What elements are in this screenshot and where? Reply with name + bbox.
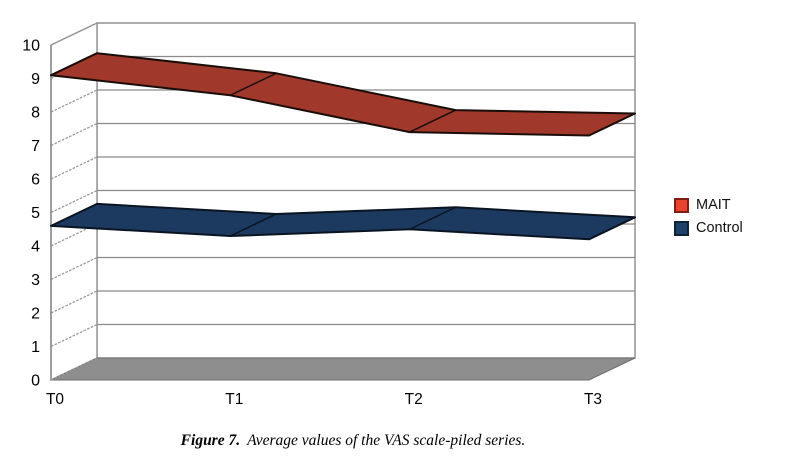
- chart-floor: [50, 357, 636, 381]
- y-tick-label: 10: [22, 38, 40, 55]
- mait-ribbon-joint: [409, 109, 456, 133]
- x-category-label: T0: [46, 391, 64, 408]
- mait-ribbon-joint: [230, 72, 277, 96]
- control-ribbon-joint: [230, 213, 277, 237]
- y-tick-label: 3: [31, 272, 40, 289]
- mait-series-swatch-icon: [674, 198, 689, 213]
- y-tick-label: 0: [31, 373, 40, 390]
- legend-label-control: Control: [696, 220, 743, 237]
- tick-hatch: [50, 122, 98, 147]
- figure-caption-label: Figure 7.: [180, 432, 241, 449]
- tick-hatch: [50, 89, 98, 113]
- x-category-label: T3: [584, 391, 602, 408]
- legend: MAIT Control: [674, 194, 743, 240]
- y-tick-label: 6: [31, 172, 40, 189]
- y-tick-label: 1: [31, 339, 40, 356]
- y-tick-label: 2: [31, 306, 40, 323]
- legend-item-mait: MAIT: [674, 194, 743, 217]
- control-series-swatch-icon: [674, 221, 689, 236]
- legend-label-mait: MAIT: [696, 197, 731, 214]
- figure-caption-text: Average values of the VAS scale-piled se…: [247, 432, 526, 449]
- x-category-label: T1: [225, 391, 243, 408]
- chart-canvas: 0 1 2 3 4 5 6 7 8 9 10 T0 T1 T2 T3: [22, 21, 636, 408]
- tick-hatch: [50, 156, 98, 180]
- control-ribbon: [50, 202, 636, 241]
- figure-caption: Figure 7. Average values of the VAS scale…: [0, 432, 706, 450]
- tick-hatch: [50, 256, 98, 281]
- y-tick-label: 8: [31, 105, 40, 122]
- control-ribbon-joint: [409, 206, 456, 230]
- y-tick-label: 4: [31, 239, 40, 256]
- y-tick-label: 5: [31, 205, 40, 222]
- mait-ribbon: [50, 52, 636, 137]
- y-tick-label: 9: [31, 71, 40, 88]
- y-tick-label: 7: [31, 138, 40, 155]
- tick-hatch: [50, 22, 98, 46]
- tick-hatch: [50, 290, 98, 314]
- tick-hatch: [50, 189, 98, 214]
- legend-item-control: Control: [674, 217, 743, 240]
- tick-hatch: [50, 357, 98, 381]
- tick-hatch: [50, 323, 98, 348]
- x-category-label: T2: [405, 391, 423, 408]
